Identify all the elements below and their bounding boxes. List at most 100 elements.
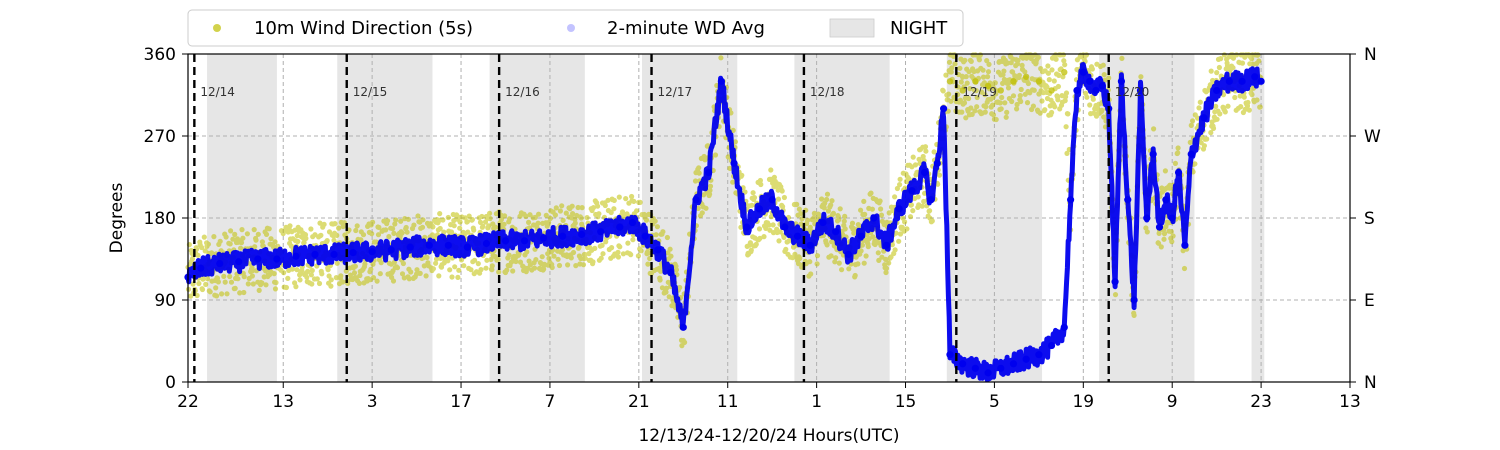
- point-wd-avg-43: [870, 214, 878, 222]
- point-wd-avg-29: [692, 196, 700, 204]
- point-wd-avg-85: [1251, 73, 1259, 81]
- point-wd-avg-72: [1136, 86, 1145, 95]
- x-tick-label-0: 22: [177, 392, 199, 412]
- point-wd-avg-83: [1225, 77, 1233, 85]
- legend-marker-night: [829, 18, 875, 38]
- point-wd-avg-63: [1079, 68, 1087, 76]
- point-wd-avg-82: [1213, 86, 1221, 95]
- point-wd-avg-49: [933, 159, 941, 167]
- point-wd-avg-60: [1060, 323, 1068, 331]
- point-wd-avg-8: [330, 250, 338, 259]
- y2-tick-label-1: E: [1364, 291, 1375, 311]
- series-2min-wd-avg: [184, 62, 1265, 383]
- point-wd-avg-37: [793, 232, 802, 240]
- legend-marker-blue: [567, 24, 575, 32]
- x-tick-label-2: 3: [367, 392, 378, 412]
- point-wd-avg-31: [717, 77, 725, 85]
- y-tick-label-0: 0: [165, 373, 176, 393]
- y2-tick-label-4: N: [1364, 45, 1377, 65]
- point-wd-avg-3: [235, 258, 243, 266]
- point-wd-avg-53: [971, 364, 979, 372]
- point-wd-avg-56: [1009, 360, 1018, 368]
- point-wd-avg-62: [1073, 86, 1081, 95]
- x-tick-label-13: 13: [1339, 392, 1361, 412]
- point-wd-avg-4: [254, 255, 262, 263]
- point-wd-avg-86: [1257, 77, 1265, 85]
- point-wd-avg-19: [539, 234, 548, 242]
- x-tick-label-8: 15: [895, 392, 917, 412]
- point-wd-avg-1: [197, 264, 205, 272]
- point-wd-avg-22: [597, 228, 605, 236]
- x-tick-label-9: 5: [989, 392, 1000, 412]
- point-wd-avg-73: [1143, 214, 1151, 222]
- x-tick-label-3: 17: [450, 392, 472, 412]
- point-wd-avg-81: [1200, 114, 1208, 122]
- y-tick-label-3: 270: [144, 127, 176, 147]
- legend-frame: [187, 9, 964, 47]
- point-wd-avg-23: [616, 223, 624, 231]
- point-wd-avg-5: [273, 255, 281, 263]
- point-wd-avg-66: [1098, 82, 1106, 90]
- point-wd-avg-2: [216, 259, 224, 268]
- day-marker-label-3: 12/17: [658, 85, 693, 99]
- point-wd-avg-80: [1187, 150, 1195, 158]
- x-tick-label-10: 19: [1072, 392, 1094, 412]
- x-tick-label-4: 7: [545, 392, 556, 412]
- point-wd-avg-26: [654, 246, 662, 254]
- point-wd-avg-34: [755, 205, 764, 213]
- point-wd-avg-71: [1130, 296, 1138, 304]
- point-wd-avg-11: [387, 246, 395, 254]
- point-wd-avg-54: [984, 369, 992, 377]
- point-wd-avg-27: [666, 269, 675, 277]
- point-wd-avg-84: [1238, 77, 1246, 85]
- point-wd-avg-33: [743, 223, 751, 231]
- wd-avg-trace: [185, 62, 1263, 383]
- point-wd-avg-12: [406, 243, 414, 251]
- point-wd-avg-15: [463, 243, 471, 251]
- x-tick-label-11: 9: [1167, 392, 1178, 412]
- legend-label-yellow: 10m Wind Direction (5s): [254, 18, 473, 39]
- x-tick-label-6: 11: [717, 392, 739, 412]
- legend-marker-yellow: [213, 24, 221, 32]
- y-axis-label: Degrees: [107, 182, 127, 253]
- point-wd-avg-18: [520, 237, 529, 245]
- point-wd-avg-57: [1022, 355, 1030, 363]
- point-wd-avg-51: [946, 351, 954, 359]
- point-wd-avg-41: [844, 250, 852, 259]
- legend-label-blue: 2-minute WD Avg: [607, 18, 765, 39]
- point-wd-avg-17: [501, 237, 510, 245]
- point-wd-avg-13: [425, 241, 433, 249]
- y-tick-label-4: 360: [144, 45, 176, 65]
- point-wd-avg-78: [1174, 168, 1183, 177]
- point-wd-avg-52: [959, 360, 967, 368]
- point-wd-avg-44: [882, 241, 891, 249]
- point-wd-avg-61: [1067, 196, 1075, 204]
- point-wd-avg-75: [1155, 223, 1164, 231]
- point-wd-avg-7: [311, 250, 319, 259]
- legend: 10m Wind Direction (5s) 2-minute WD Avg …: [187, 9, 964, 47]
- day-markers: 12/14 12/15 12/16 12/17 12/18 12/19 12/20: [193, 54, 1149, 382]
- point-wd-avg-39: [819, 218, 827, 227]
- y2-tick-label-3: W: [1364, 127, 1381, 147]
- point-wd-avg-30: [705, 168, 713, 177]
- point-wd-avg-48: [927, 196, 935, 204]
- day-marker-label-4: 12/18: [810, 85, 845, 99]
- point-wd-avg-70: [1124, 196, 1132, 204]
- point-wd-avg-21: [578, 230, 586, 238]
- day-marker-label-1: 12/15: [353, 85, 388, 99]
- day-marker-label-0: 12/14: [200, 85, 235, 99]
- point-wd-avg-76: [1162, 196, 1170, 204]
- point-wd-avg-32: [730, 159, 738, 167]
- point-wd-avg-59: [1047, 341, 1056, 350]
- x-tick-label-12: 23: [1250, 392, 1272, 412]
- y2-tick-label-0: N: [1364, 373, 1377, 393]
- y-tick-label-2: 180: [144, 209, 176, 229]
- point-wd-avg-46: [908, 187, 916, 195]
- point-wd-avg-16: [482, 239, 491, 248]
- point-wd-avg-40: [832, 228, 840, 236]
- point-wd-avg-14: [444, 241, 452, 249]
- point-wd-avg-79: [1181, 241, 1189, 249]
- point-wd-avg-24: [628, 218, 637, 227]
- point-wd-avg-77: [1168, 214, 1176, 222]
